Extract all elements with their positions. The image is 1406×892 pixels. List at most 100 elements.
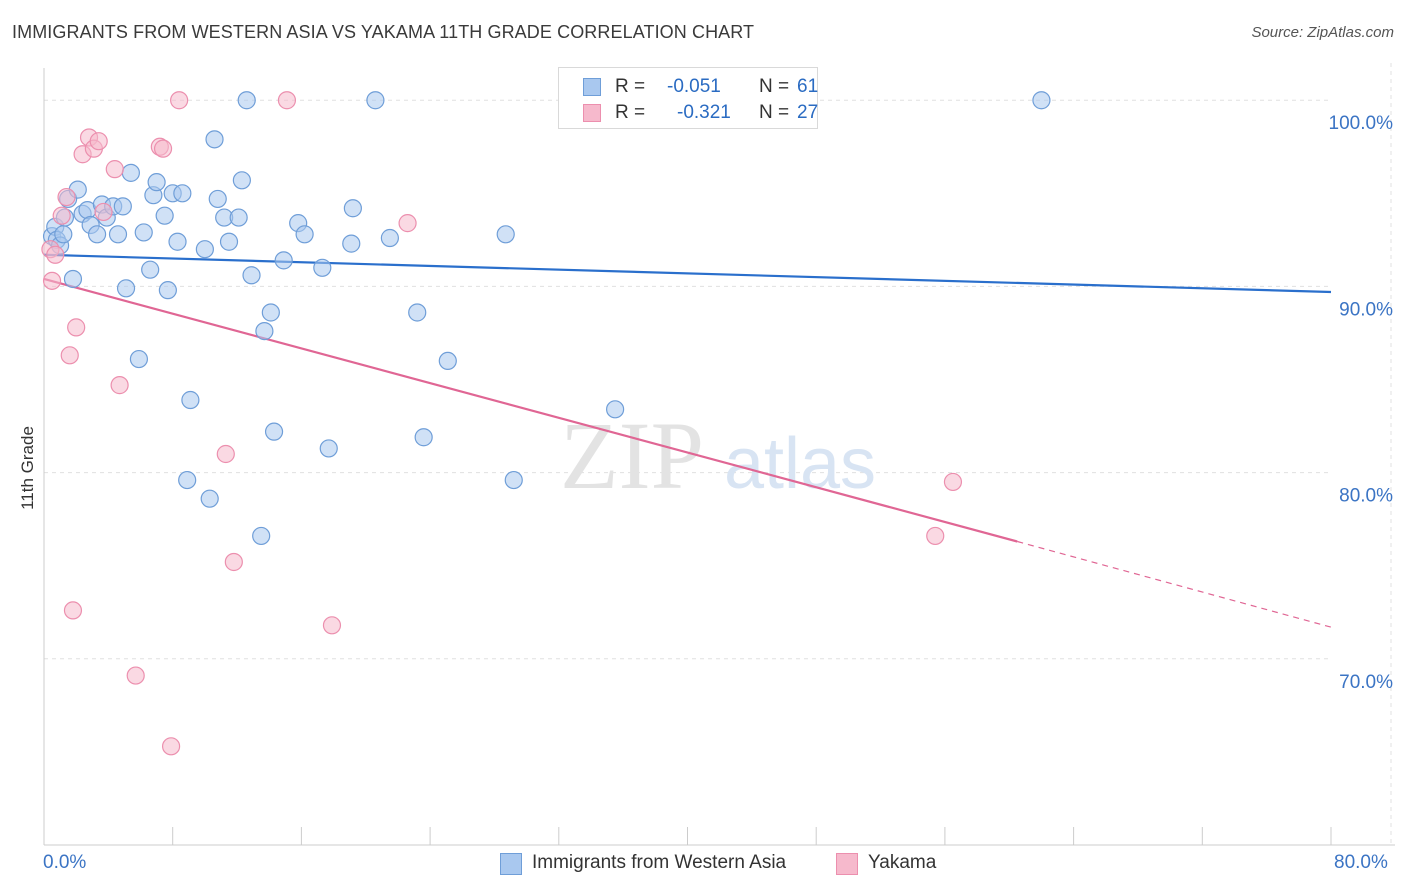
chart-title: IMMIGRANTS FROM WESTERN ASIA VS YAKAMA 1… — [12, 22, 755, 42]
point-western-asia — [87, 225, 107, 244]
legend-swatch-pink — [583, 104, 601, 122]
trend-line-western-asia — [43, 253, 1332, 294]
point-western-asia — [408, 303, 427, 322]
trend-line-yakama — [43, 277, 1018, 543]
point-western-asia — [63, 269, 83, 289]
point-western-asia — [113, 197, 132, 216]
point-western-asia — [219, 232, 239, 251]
y-tick-label: 90.0% — [1339, 299, 1393, 320]
point-yakama — [398, 214, 417, 233]
legend-r-label: R = — [615, 102, 646, 123]
point-western-asia — [195, 240, 214, 259]
legend-n-label: N = — [759, 102, 790, 123]
point-western-asia — [181, 390, 200, 410]
series-label: Yakama — [868, 852, 937, 873]
point-western-asia — [504, 470, 523, 490]
points-layer — [41, 91, 1051, 756]
point-western-asia — [134, 223, 153, 242]
point-western-asia — [173, 184, 192, 203]
point-yakama — [57, 187, 76, 207]
point-western-asia — [261, 303, 280, 322]
point-western-asia — [54, 225, 73, 244]
legend-swatch-blue — [583, 78, 601, 96]
point-western-asia — [606, 400, 625, 419]
point-western-asia — [264, 422, 284, 441]
point-western-asia — [496, 225, 515, 244]
series-swatch-blue — [500, 853, 522, 875]
point-western-asia — [313, 258, 332, 277]
point-yakama — [126, 666, 145, 685]
point-western-asia — [232, 171, 251, 190]
point-western-asia — [229, 208, 248, 227]
point-western-asia — [438, 351, 457, 371]
point-western-asia — [255, 322, 274, 341]
point-western-asia — [414, 428, 433, 447]
legend-n-value: 27 — [797, 102, 819, 123]
point-western-asia — [147, 173, 166, 192]
point-yakama — [161, 737, 181, 756]
point-western-asia — [366, 91, 385, 110]
point-yakama — [224, 552, 243, 572]
point-western-asia — [242, 266, 261, 285]
point-western-asia — [208, 189, 227, 209]
point-western-asia — [168, 232, 187, 251]
y-axis-label: 11th Grade — [18, 426, 37, 510]
point-western-asia — [141, 260, 160, 279]
point-yakama — [94, 202, 113, 222]
point-western-asia — [380, 228, 399, 248]
watermark-atlas: atlas — [724, 424, 876, 504]
point-yakama — [926, 526, 945, 546]
point-western-asia — [129, 349, 149, 369]
series-swatch-pink — [836, 853, 858, 875]
watermark-zip: ZIP — [560, 402, 704, 509]
point-western-asia — [108, 225, 128, 244]
point-yakama — [63, 601, 83, 620]
x-tick-label-max: 80.0% — [1334, 852, 1388, 873]
point-western-asia — [343, 199, 362, 218]
legend-r-value: -0.321 — [677, 102, 731, 123]
source-label: Source: ZipAtlas.com — [1251, 24, 1394, 41]
point-western-asia — [178, 470, 197, 490]
point-western-asia — [155, 206, 174, 225]
point-yakama — [322, 616, 342, 635]
point-western-asia — [237, 91, 256, 110]
point-western-asia — [274, 251, 293, 270]
y-tick-label: 80.0% — [1339, 486, 1393, 507]
watermark: ZIP atlas — [560, 402, 876, 509]
series-label: Immigrants from Western Asia — [532, 852, 787, 873]
legend-r-value: -0.051 — [667, 76, 721, 97]
point-yakama — [943, 472, 963, 492]
correlation-legend: R = -0.051 N = 61 R = -0.321 N = 27 — [558, 67, 818, 129]
point-yakama — [42, 271, 62, 290]
point-yakama — [216, 444, 235, 464]
point-western-asia — [205, 130, 224, 149]
axis-layer — [43, 68, 1395, 846]
point-yakama — [46, 245, 65, 264]
point-western-asia — [116, 279, 136, 298]
point-western-asia — [1032, 91, 1051, 110]
point-yakama — [170, 91, 189, 110]
x-tick-label-min: 0.0% — [43, 852, 87, 873]
point-yakama — [52, 206, 71, 225]
trend-layer — [43, 253, 1332, 628]
point-western-asia — [158, 281, 177, 300]
point-western-asia — [252, 526, 271, 546]
point-yakama — [89, 132, 108, 151]
point-yakama — [277, 91, 297, 110]
y-tick-label: 100.0% — [1329, 113, 1394, 134]
point-yakama — [67, 318, 86, 337]
point-western-asia — [121, 163, 140, 182]
point-yakama — [110, 376, 129, 395]
trend-line-yakama-extension — [1017, 540, 1332, 628]
point-western-asia — [295, 225, 314, 244]
y-tick-labels: 70.0% 80.0% 90.0% 100.0% — [1329, 113, 1394, 693]
legend-r-label: R = — [615, 76, 646, 97]
point-western-asia — [319, 439, 338, 458]
point-yakama — [105, 160, 124, 179]
y-tick-label: 70.0% — [1339, 672, 1393, 693]
legend-n-label: N = — [759, 76, 790, 97]
point-yakama — [153, 139, 173, 158]
point-western-asia — [342, 234, 361, 253]
point-western-asia — [200, 489, 219, 508]
